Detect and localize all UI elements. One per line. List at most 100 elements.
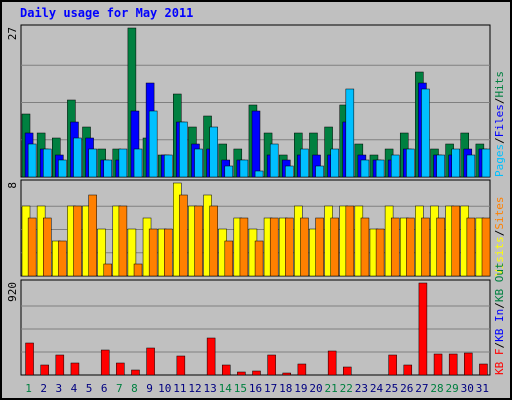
bar-kb-f-day-29 [448, 353, 458, 376]
x-tick-label: 12 [188, 382, 201, 395]
x-tick-label: 6 [101, 382, 108, 395]
bar-kb-f-day-1 [25, 342, 34, 376]
bar-sites-day-29 [451, 205, 460, 277]
bar-sites-day-18 [285, 217, 294, 277]
bar-sites-day-10 [164, 228, 173, 277]
bar-kb-f-day-30 [464, 352, 473, 376]
legend-item: KB Out [493, 262, 506, 302]
bar-kb-f-day-21 [327, 350, 337, 376]
x-tick-label: 9 [146, 382, 153, 395]
x-tick-label: 8 [131, 382, 138, 395]
legend-item: / [493, 302, 506, 309]
bar-sites-day-6 [103, 263, 113, 277]
bar-sites-day-28 [436, 217, 445, 277]
panel-visits-sites: 8 Visits/Sites [6, 179, 506, 277]
legend-item: / [493, 137, 506, 144]
bar-pages-day-24 [375, 159, 385, 178]
x-axis-labels: 1 2 3 4 5 6 7 8 9 10 11 12 13 14 15 16 17 18 19 20 21 22 23 24 2… [25, 382, 489, 395]
bar-pages-day-27 [421, 88, 430, 178]
bar-kb-f-day-28 [433, 353, 443, 376]
x-tick-label: 30 [461, 382, 474, 395]
x-tick-label: 20 [309, 382, 322, 395]
bar-kb-f-day-8 [131, 369, 140, 376]
bar-kb-f-day-19 [297, 363, 307, 376]
bar-pages-day-26 [406, 148, 415, 178]
bar-sites-day-11 [179, 194, 188, 277]
bar-pages-day-19 [300, 148, 309, 178]
bar-pages-day-16 [254, 170, 264, 178]
bar-kb-f-day-9 [146, 347, 155, 376]
bar-sites-day-22 [345, 205, 355, 277]
bar-kb-f-day-15 [237, 371, 246, 376]
legend-item: Sites [493, 197, 506, 230]
x-tick-label: 18 [279, 382, 292, 395]
bar-pages-day-30 [466, 154, 476, 178]
bar-sites-day-16 [254, 240, 264, 277]
bar-pages-day-1 [27, 143, 37, 178]
bar-pages-day-3 [58, 159, 67, 178]
series-visits [21, 182, 485, 277]
legend-item: / [493, 342, 506, 349]
legend-item: KB F [493, 349, 506, 376]
x-tick-label: 26 [400, 382, 413, 395]
bar-pages-day-14 [224, 165, 234, 178]
bar-sites-day-20 [315, 217, 324, 277]
x-tick-label: 22 [340, 382, 353, 395]
x-tick-label: 25 [385, 382, 398, 395]
x-tick-label: 1 [25, 382, 32, 395]
bar-kb-f-day-17 [267, 354, 276, 376]
x-tick-label: 10 [158, 382, 171, 395]
bar-kb-f-day-4 [70, 362, 80, 376]
bar-sites-day-14 [224, 240, 234, 277]
bar-kb-f-day-6 [100, 349, 110, 376]
panel-box [20, 279, 491, 376]
bar-pages-day-6 [103, 159, 113, 178]
series-sites [27, 194, 491, 277]
bar-sites-day-31 [481, 217, 491, 277]
bar-kb-f-day-3 [55, 354, 65, 376]
bar-sites-day-17 [269, 217, 279, 277]
bar-sites-day-24 [375, 228, 385, 277]
x-tick-label: 13 [203, 382, 216, 395]
bar-kb-f-day-27 [418, 282, 428, 376]
bar-sites-day-27 [421, 217, 430, 277]
bar-sites-day-23 [360, 217, 370, 277]
bar-sites-day-26 [406, 217, 415, 277]
legend-item: / [493, 230, 506, 237]
bar-pages-day-31 [481, 148, 491, 178]
x-tick-label: 2 [40, 382, 47, 395]
x-tick-label: 17 [264, 382, 277, 395]
x-tick-label: 19 [294, 382, 307, 395]
bar-pages-day-29 [451, 148, 460, 178]
bar-kb-f-day-11 [176, 355, 186, 376]
bar-pages-day-4 [73, 137, 82, 178]
bar-kb-f-day-22 [343, 366, 352, 376]
y-max-label: 8 [6, 182, 19, 189]
bar-pages-day-8 [133, 148, 143, 178]
bar-pages-day-17 [269, 143, 279, 178]
y-max-label: 920 [6, 282, 19, 302]
bar-kb-f-day-14 [221, 364, 231, 376]
legend-item: Hits [493, 71, 506, 98]
bar-pages-day-25 [390, 154, 400, 178]
bar-sites-day-19 [300, 217, 309, 277]
panel-legend: Visits/Sites [493, 197, 506, 277]
panel-legend: KB F/KB In/KB Out [493, 262, 506, 375]
legend-item: KB In [493, 309, 506, 342]
bar-kb-f-day-25 [388, 354, 397, 376]
bar-pages-day-7 [118, 148, 128, 178]
bar-pages-day-23 [360, 159, 370, 178]
x-tick-label: 16 [249, 382, 262, 395]
bar-sites-day-13 [209, 205, 218, 277]
bar-pages-day-28 [436, 154, 445, 178]
x-tick-label: 23 [355, 382, 368, 395]
bar-kb-f-day-2 [40, 364, 49, 376]
bar-pages-day-18 [285, 165, 294, 178]
bar-kb-f-day-16 [252, 370, 261, 376]
bar-pages-day-21 [330, 148, 339, 178]
bar-sites-day-3 [58, 240, 67, 277]
bar-pages-day-22 [345, 88, 355, 178]
bar-sites-day-5 [88, 194, 97, 277]
